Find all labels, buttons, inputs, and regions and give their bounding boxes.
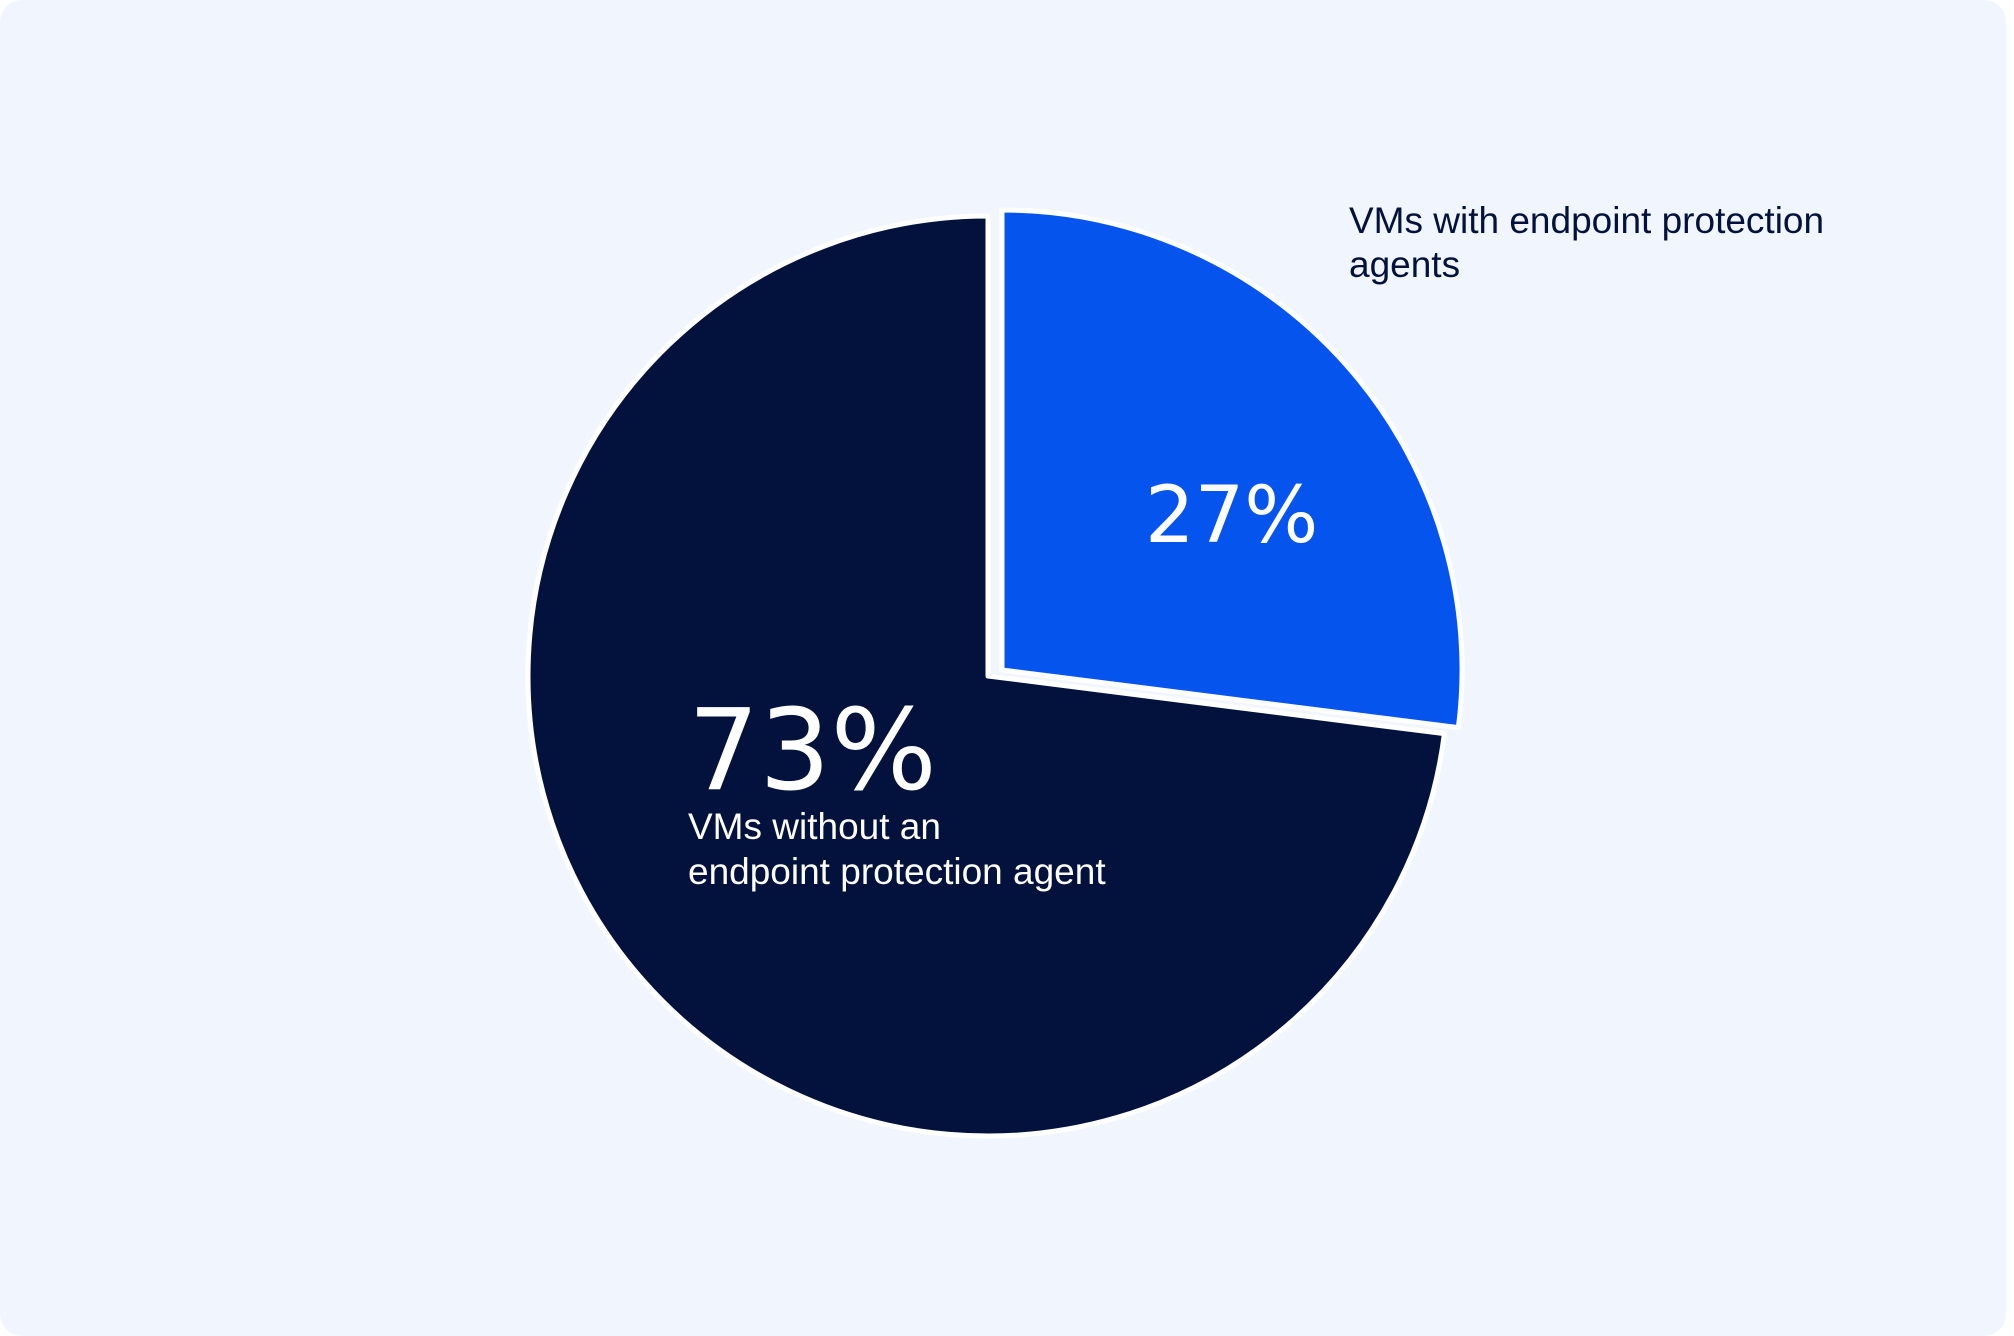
slice-label-without-agent-line1: VMs without an xyxy=(688,806,941,847)
slice-label-with-agents-line1: VMs with endpoint protection xyxy=(1349,200,1824,241)
slice-value-label-without-agent: 73% xyxy=(688,686,937,816)
pie-slice-with-agents xyxy=(999,207,1465,731)
pie-slice-without-agent xyxy=(525,213,1447,1139)
slice-label-without-agent-line2: endpoint protection agent xyxy=(688,851,1106,892)
pie-slices xyxy=(525,207,1465,1139)
slice-value-label-with-agents: 27% xyxy=(1145,471,1318,561)
slice-label-with-agents-line2: agents xyxy=(1349,244,1460,285)
